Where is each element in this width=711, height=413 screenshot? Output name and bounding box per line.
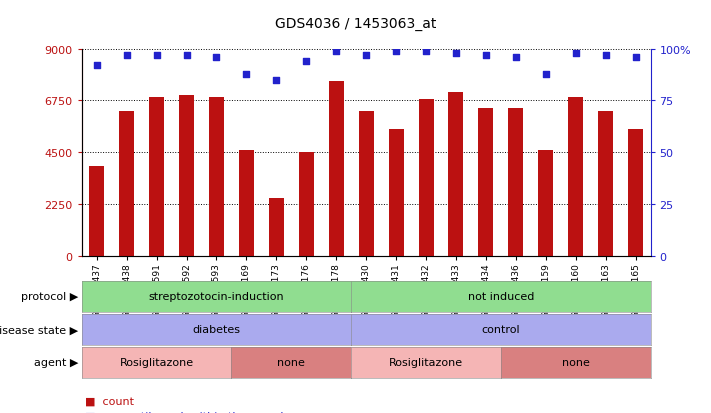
Text: agent ▶: agent ▶: [34, 357, 78, 368]
Point: [570, 50, 582, 57]
Bar: [328, 82, 343, 256]
Bar: [179, 95, 194, 256]
Bar: [449, 93, 464, 256]
Point: [630, 55, 641, 61]
Bar: [299, 153, 314, 256]
Text: disease state ▶: disease state ▶: [0, 324, 78, 335]
Text: Rosiglitazone: Rosiglitazone: [389, 357, 463, 368]
Point: [360, 52, 372, 59]
Bar: [538, 150, 553, 256]
Bar: [239, 150, 254, 256]
Text: ■  percentile rank within the sample: ■ percentile rank within the sample: [85, 411, 291, 413]
Point: [121, 52, 132, 59]
Text: streptozotocin-induction: streptozotocin-induction: [149, 291, 284, 301]
Bar: [90, 166, 105, 256]
Text: none: none: [562, 357, 589, 368]
Point: [151, 52, 162, 59]
Text: protocol ▶: protocol ▶: [21, 291, 78, 301]
Point: [600, 52, 611, 59]
Point: [271, 77, 282, 84]
Point: [210, 55, 222, 61]
Point: [331, 48, 342, 55]
Bar: [568, 98, 583, 256]
Bar: [419, 100, 434, 256]
Bar: [358, 112, 374, 256]
Point: [420, 48, 432, 55]
Text: none: none: [277, 357, 305, 368]
Point: [450, 50, 461, 57]
Bar: [149, 98, 164, 256]
Text: ■  count: ■ count: [85, 396, 134, 406]
Bar: [119, 112, 134, 256]
Bar: [508, 109, 523, 256]
Point: [241, 71, 252, 78]
Bar: [269, 199, 284, 256]
Point: [540, 71, 552, 78]
Bar: [628, 130, 643, 256]
Text: not induced: not induced: [468, 291, 534, 301]
Point: [390, 48, 402, 55]
Text: Rosiglitazone: Rosiglitazone: [119, 357, 193, 368]
Bar: [209, 98, 224, 256]
Point: [301, 59, 312, 65]
Point: [91, 63, 102, 69]
Bar: [598, 112, 613, 256]
Point: [480, 52, 491, 59]
Text: control: control: [481, 324, 520, 335]
Text: diabetes: diabetes: [193, 324, 240, 335]
Point: [510, 55, 522, 61]
Bar: [479, 109, 493, 256]
Bar: [389, 130, 404, 256]
Point: [181, 52, 192, 59]
Text: GDS4036 / 1453063_at: GDS4036 / 1453063_at: [275, 17, 436, 31]
